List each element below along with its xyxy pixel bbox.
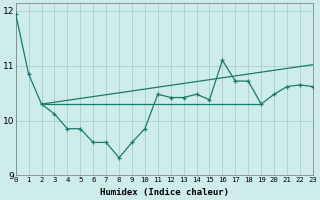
X-axis label: Humidex (Indice chaleur): Humidex (Indice chaleur) bbox=[100, 188, 229, 197]
